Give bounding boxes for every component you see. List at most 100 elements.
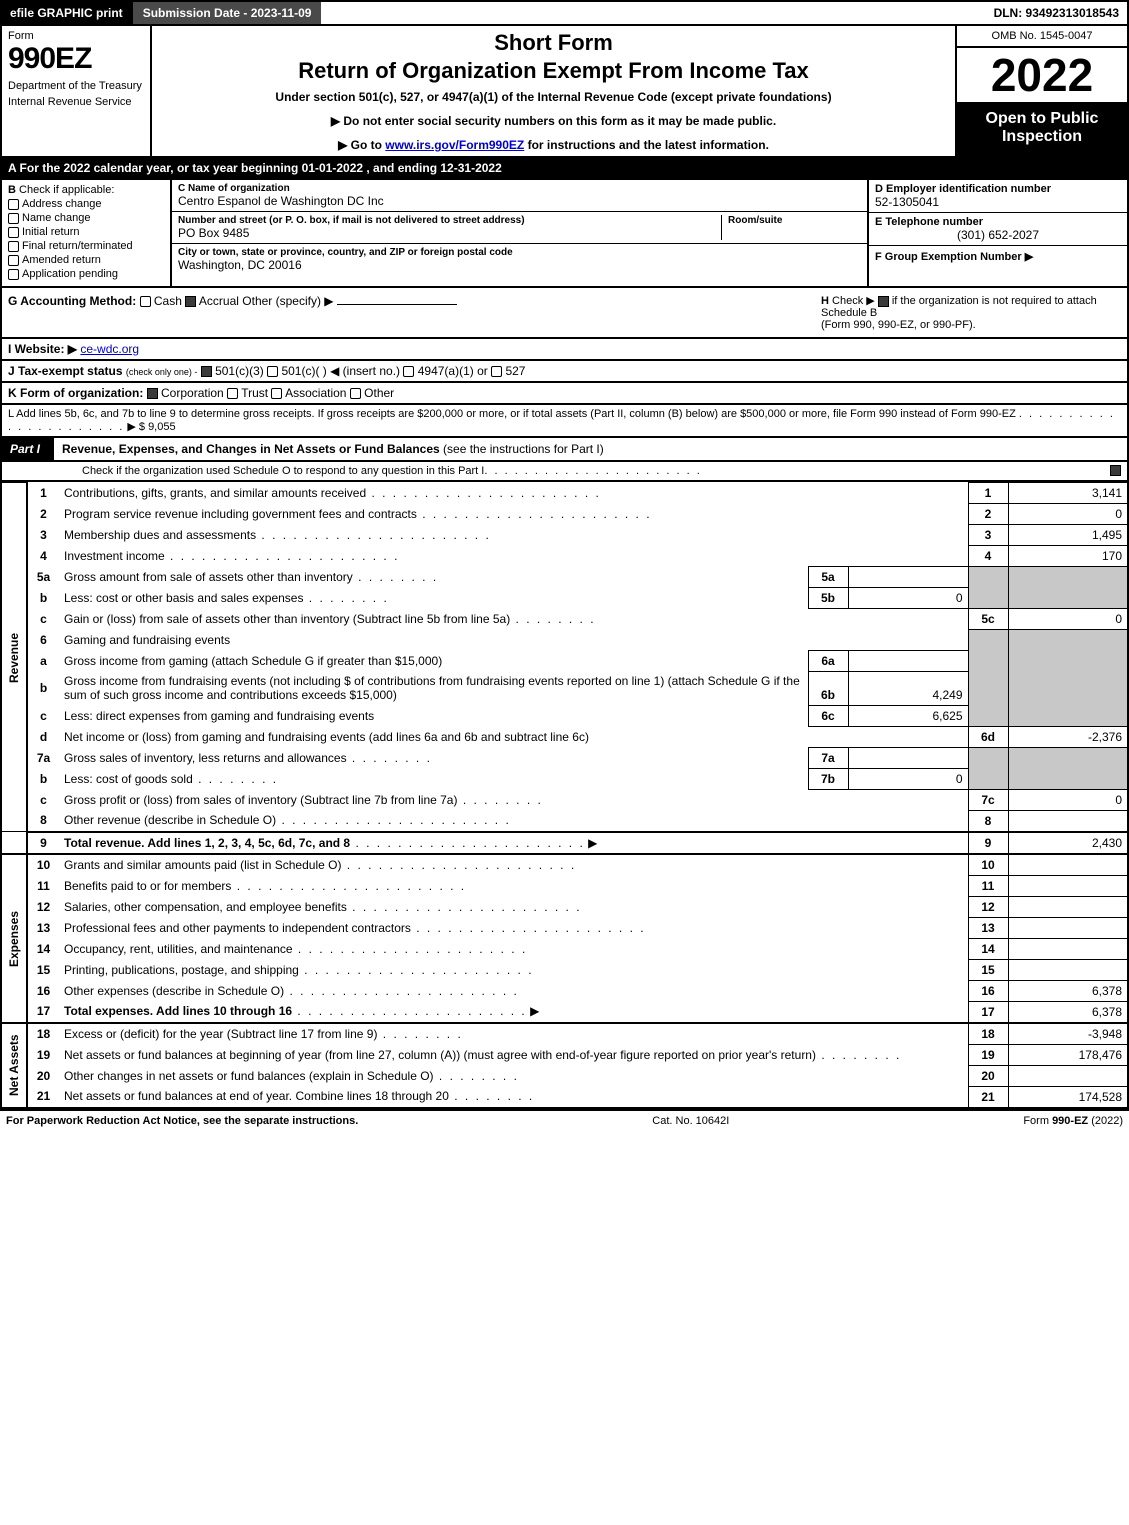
form-header: Form 990EZ Department of the Treasury In… (0, 26, 1129, 158)
top-bar: efile GRAPHIC print Submission Date - 20… (0, 0, 1129, 26)
side-net-assets: Net Assets (1, 1023, 27, 1108)
column-def: D Employer identification number 52-1305… (867, 180, 1127, 286)
opt-final-return: Final return/terminated (22, 240, 133, 252)
row-i-website: I Website: ▶ ce-wdc.org (0, 339, 1129, 361)
l7b-sn: 7b (808, 768, 848, 789)
c-name-label: C Name of organization (178, 183, 861, 194)
l15-rn: 15 (968, 959, 1008, 980)
l6d-num: d (27, 726, 59, 747)
footer-right-bold: 990-EZ (1052, 1115, 1088, 1127)
l3-rn: 3 (968, 525, 1008, 546)
shaded-7v (1008, 747, 1128, 789)
row-a-calendar-year: A For the 2022 calendar year, or tax yea… (0, 158, 1129, 180)
l6-num: 6 (27, 630, 59, 651)
l7b-num: b (27, 768, 59, 789)
opt-amended-return: Amended return (22, 254, 101, 266)
chk-association[interactable] (271, 388, 282, 399)
submission-date: Submission Date - 2023-11-09 (133, 2, 322, 24)
l9-rn: 9 (968, 832, 1008, 854)
l14-num: 14 (27, 938, 59, 959)
l6a-sv (848, 650, 968, 671)
l6c-num: c (27, 705, 59, 726)
header-center: Short Form Return of Organization Exempt… (152, 26, 957, 156)
l16-desc: Other expenses (describe in Schedule O) (64, 984, 284, 998)
l8-rv (1008, 810, 1128, 832)
l15-desc: Printing, publications, postage, and shi… (64, 963, 299, 977)
website-link[interactable]: ce-wdc.org (80, 342, 139, 356)
l5c-rv: 0 (1008, 609, 1128, 630)
l4-num: 4 (27, 546, 59, 567)
l20-desc: Other changes in net assets or fund bala… (64, 1069, 434, 1083)
l18-desc: Excess or (deficit) for the year (Subtra… (64, 1027, 377, 1041)
chk-name-change[interactable] (8, 213, 19, 224)
part1-sub-text: Check if the organization used Schedule … (82, 465, 484, 477)
chk-501c[interactable] (267, 366, 278, 377)
footer-cat: Cat. No. 10642I (358, 1115, 1023, 1127)
k-label: K Form of organization: (8, 386, 143, 400)
l14-rn: 14 (968, 938, 1008, 959)
chk-amended-return[interactable] (8, 255, 19, 266)
chk-final-return[interactable] (8, 241, 19, 252)
chk-corporation[interactable] (147, 388, 158, 399)
l7b-sv: 0 (848, 768, 968, 789)
c-street-label: Number and street (or P. O. box, if mail… (178, 215, 721, 226)
chk-schedule-b[interactable] (878, 296, 889, 307)
chk-501c3[interactable] (201, 366, 212, 377)
efile-print-button[interactable]: efile GRAPHIC print (2, 2, 133, 24)
chk-address-change[interactable] (8, 199, 19, 210)
column-c: C Name of organization Centro Espanol de… (172, 180, 867, 286)
part1-title-bold: Revenue, Expenses, and Changes in Net As… (62, 442, 440, 456)
l6d-desc: Net income or (loss) from gaming and fun… (64, 730, 589, 744)
g-other-input[interactable] (337, 304, 457, 305)
chk-application-pending[interactable] (8, 269, 19, 280)
l21-rn: 21 (968, 1086, 1008, 1108)
k-o3: Association (285, 386, 346, 400)
k-o4: Other (364, 386, 394, 400)
l6-desc: Gaming and fundraising events (64, 633, 230, 647)
l21-desc: Net assets or fund balances at end of ye… (64, 1089, 449, 1103)
chk-4947[interactable] (403, 366, 414, 377)
l6a-num: a (27, 650, 59, 671)
chk-cash[interactable] (140, 296, 151, 307)
chk-other-org[interactable] (350, 388, 361, 399)
row-l-gross-receipts: L Add lines 5b, 6c, and 7b to line 9 to … (0, 405, 1129, 438)
l6b-sv: 4,249 (848, 671, 968, 705)
l13-rn: 13 (968, 917, 1008, 938)
open-inspection: Open to Public Inspection (957, 104, 1127, 156)
l8-desc: Other revenue (describe in Schedule O) (64, 813, 276, 827)
header-left: Form 990EZ Department of the Treasury In… (2, 26, 152, 156)
chk-schedule-o-part1[interactable] (1110, 465, 1121, 476)
l5b-desc: Less: cost or other basis and sales expe… (64, 591, 303, 605)
l8-rn: 8 (968, 810, 1008, 832)
h-label: H (821, 295, 829, 307)
l11-num: 11 (27, 875, 59, 896)
ein: 52-1305041 (875, 195, 1121, 209)
chk-initial-return[interactable] (8, 227, 19, 238)
l19-rv: 178,476 (1008, 1044, 1128, 1065)
g-accrual: Accrual (199, 294, 239, 308)
irs-link[interactable]: www.irs.gov/Form990EZ (385, 138, 524, 152)
b-check-label: Check if applicable: (19, 184, 114, 196)
chk-accrual[interactable] (185, 296, 196, 307)
g-cash: Cash (154, 294, 182, 308)
l12-rn: 12 (968, 896, 1008, 917)
footer: For Paperwork Reduction Act Notice, see … (0, 1109, 1129, 1131)
chk-trust[interactable] (227, 388, 238, 399)
form-number: 990EZ (8, 42, 144, 76)
l10-num: 10 (27, 854, 59, 876)
l17-desc: Total expenses. Add lines 10 through 16 (64, 1004, 292, 1018)
l10-desc: Grants and similar amounts paid (list in… (64, 858, 341, 872)
tax-year: 2022 (957, 48, 1127, 104)
l9-desc: Total revenue. Add lines 1, 2, 3, 4, 5c,… (64, 836, 350, 850)
l6a-sn: 6a (808, 650, 848, 671)
chk-527[interactable] (491, 366, 502, 377)
l12-rv (1008, 896, 1128, 917)
room-label: Room/suite (728, 215, 861, 226)
instr-ssn: ▶ Do not enter social security numbers o… (160, 114, 947, 128)
part1-table: Revenue 1 Contributions, gifts, grants, … (0, 482, 1129, 1109)
l20-rn: 20 (968, 1065, 1008, 1086)
opt-initial-return: Initial return (22, 226, 79, 238)
org-street: PO Box 9485 (178, 226, 721, 240)
l7b-desc: Less: cost of goods sold (64, 772, 193, 786)
row-j-tax-exempt: J Tax-exempt status (check only one) - 5… (0, 361, 1129, 383)
